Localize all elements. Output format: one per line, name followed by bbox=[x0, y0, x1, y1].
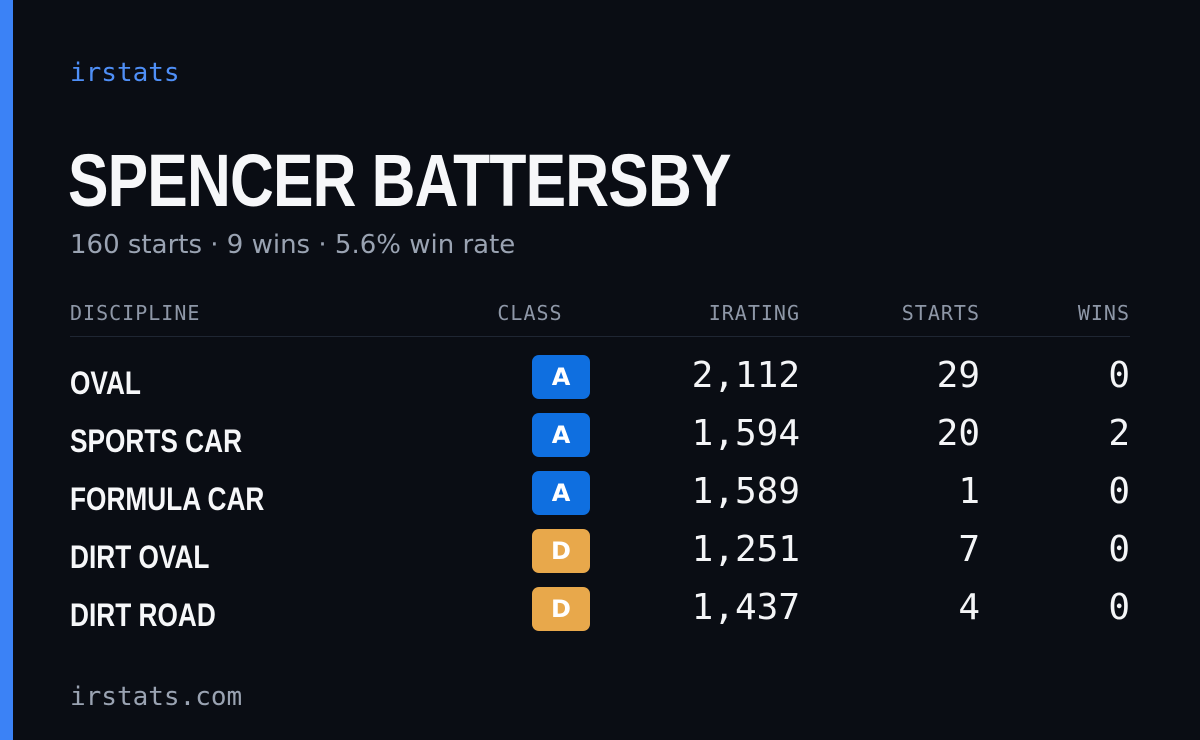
class-badge: D bbox=[532, 529, 590, 573]
header-irating: IRATING bbox=[708, 301, 800, 325]
class-badge: A bbox=[532, 471, 590, 515]
footer-url: irstats.com bbox=[70, 682, 243, 712]
player-name: SPENCER BATTERSBY bbox=[68, 139, 731, 222]
starts-value: 29 bbox=[936, 355, 980, 396]
class-badge: A bbox=[532, 413, 590, 457]
discipline-name: DIRT OVAL bbox=[70, 539, 210, 575]
starts-value: 7 bbox=[958, 529, 980, 570]
header-discipline: DISCIPLINE bbox=[70, 301, 201, 325]
irating-value: 1,437 bbox=[691, 587, 800, 628]
brand-logo: irstats bbox=[70, 58, 180, 88]
starts-value: 1 bbox=[958, 471, 980, 512]
discipline-name: SPORTS CAR bbox=[70, 423, 243, 459]
table-body: OVAL A 2,112 29 0 SPORTS CAR A 1,594 20 … bbox=[70, 337, 1130, 643]
table-row: OVAL A 2,112 29 0 bbox=[70, 353, 1130, 411]
stats-table: DISCIPLINE CLASS IRATING STARTS WINS OVA… bbox=[70, 296, 1130, 643]
class-badge: D bbox=[532, 587, 590, 631]
header-starts: STARTS bbox=[901, 301, 980, 325]
table-row: DIRT ROAD D 1,437 4 0 bbox=[70, 585, 1130, 643]
wins-value: 2 bbox=[1108, 413, 1130, 454]
header-class: CLASS bbox=[497, 301, 563, 325]
discipline-name: DIRT ROAD bbox=[70, 597, 216, 633]
table-row: SPORTS CAR A 1,594 20 2 bbox=[70, 411, 1130, 469]
starts-value: 20 bbox=[936, 413, 980, 454]
table-row: FORMULA CAR A 1,589 1 0 bbox=[70, 469, 1130, 527]
irating-value: 1,251 bbox=[691, 529, 800, 570]
wins-value: 0 bbox=[1108, 471, 1130, 512]
starts-value: 4 bbox=[958, 587, 980, 628]
wins-value: 0 bbox=[1108, 529, 1130, 570]
header-wins: WINS bbox=[1077, 301, 1130, 325]
irating-value: 1,594 bbox=[691, 413, 800, 454]
accent-bar bbox=[0, 0, 13, 740]
discipline-name: FORMULA CAR bbox=[70, 481, 265, 517]
irating-value: 2,112 bbox=[691, 355, 800, 396]
table-header: DISCIPLINE CLASS IRATING STARTS WINS bbox=[70, 296, 1130, 337]
discipline-name: OVAL bbox=[70, 365, 141, 401]
wins-value: 0 bbox=[1108, 355, 1130, 396]
irating-value: 1,589 bbox=[691, 471, 800, 512]
player-summary: 160 starts · 9 wins · 5.6% win rate bbox=[70, 230, 516, 260]
class-badge: A bbox=[532, 355, 590, 399]
wins-value: 0 bbox=[1108, 587, 1130, 628]
table-row: DIRT OVAL D 1,251 7 0 bbox=[70, 527, 1130, 585]
